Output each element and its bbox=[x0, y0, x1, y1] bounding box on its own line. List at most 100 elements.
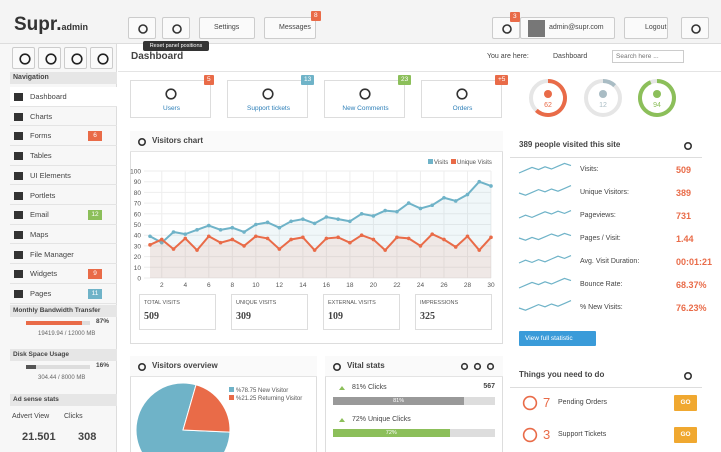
todo-label: Support Tickets bbox=[558, 431, 607, 438]
nav-item[interactable]: Portlets bbox=[10, 186, 117, 205]
settings-button[interactable]: Settings bbox=[199, 17, 255, 39]
shortcut-button[interactable] bbox=[12, 47, 35, 69]
stat-row-value: 731 bbox=[676, 211, 692, 221]
icon-shape bbox=[683, 371, 693, 381]
data-point bbox=[277, 247, 282, 251]
series-area bbox=[150, 234, 491, 278]
y-tick-label: 20 bbox=[134, 254, 142, 261]
brand: Supr.admin bbox=[14, 14, 114, 35]
gauge-arc bbox=[638, 79, 676, 117]
nav-icon bbox=[14, 270, 23, 279]
x-tick-label: 8 bbox=[230, 282, 234, 289]
data-point bbox=[359, 233, 364, 237]
stat-box bbox=[231, 294, 308, 330]
stat-row-label: Bounce Rate: bbox=[580, 281, 623, 288]
stat-tile[interactable]: New Comments bbox=[324, 80, 405, 118]
tile-label: Support tickets bbox=[247, 105, 290, 112]
sparkline-line bbox=[518, 210, 572, 219]
nav-item[interactable]: Widgets 9 bbox=[10, 264, 117, 284]
nav-item[interactable]: Pages 11 bbox=[10, 284, 117, 304]
sidebar-toggle[interactable] bbox=[681, 17, 709, 39]
divider bbox=[510, 157, 702, 158]
icon-shape bbox=[172, 24, 182, 34]
icon-shape bbox=[691, 24, 701, 34]
data-point bbox=[277, 225, 282, 230]
go-button[interactable]: GO bbox=[674, 427, 697, 443]
icon bbox=[332, 362, 342, 371]
icon bbox=[486, 362, 494, 371]
vital-label: 81% Clicks bbox=[352, 384, 387, 391]
tooltip: Reset panel positions bbox=[143, 41, 209, 51]
tile-label: Users bbox=[163, 105, 180, 112]
user-menu[interactable]: admin@supr.com bbox=[520, 17, 615, 39]
gauge-value: 94 bbox=[653, 102, 661, 109]
nav-item[interactable]: Charts bbox=[10, 107, 117, 127]
icon bbox=[502, 24, 512, 34]
data-point bbox=[406, 236, 411, 241]
go-button[interactable]: GO bbox=[674, 395, 697, 411]
legend-swatch bbox=[451, 159, 456, 164]
gauge-arc bbox=[534, 79, 567, 117]
nav-item[interactable]: Email 12 bbox=[10, 205, 117, 225]
data-point bbox=[418, 206, 423, 211]
data-point bbox=[265, 220, 270, 225]
progress-track bbox=[26, 365, 90, 369]
progress-label: 16% bbox=[96, 362, 110, 369]
panel-header bbox=[130, 356, 317, 377]
gauge-icon bbox=[653, 90, 661, 98]
nav-badge: 11 bbox=[88, 289, 102, 299]
data-point bbox=[242, 230, 246, 234]
shortcut-button[interactable] bbox=[38, 47, 61, 69]
y-tick-label: 100 bbox=[130, 169, 141, 176]
messages-button[interactable]: Messages bbox=[264, 17, 316, 39]
data-point bbox=[148, 243, 152, 247]
data-point bbox=[195, 228, 199, 232]
nav-item[interactable]: Dashboard bbox=[10, 87, 117, 107]
data-point bbox=[218, 228, 223, 232]
sparkline bbox=[518, 300, 572, 311]
x-tick-label: 22 bbox=[393, 282, 401, 289]
legend-label: Visits bbox=[434, 160, 448, 166]
legend-label: %78.75 New Visitor bbox=[236, 388, 288, 394]
stat-tile[interactable]: Orders bbox=[421, 80, 502, 118]
vital-bar-label: 72% bbox=[385, 430, 397, 436]
series-line bbox=[149, 232, 492, 252]
progress-label: 87% bbox=[96, 318, 110, 325]
legend-swatch bbox=[229, 395, 234, 400]
shortcut-button[interactable] bbox=[90, 47, 113, 69]
data-point bbox=[183, 236, 188, 241]
sparkline bbox=[518, 277, 572, 289]
nav-item[interactable]: File Manager bbox=[10, 245, 117, 265]
stat-row-value: 68.37% bbox=[676, 280, 707, 290]
stat-value: 109 bbox=[328, 311, 343, 322]
data-point bbox=[148, 234, 152, 239]
stat-tile[interactable]: Users bbox=[130, 80, 211, 118]
data-point bbox=[171, 247, 176, 251]
shortcut-button[interactable] bbox=[64, 47, 87, 69]
data-point bbox=[159, 237, 164, 242]
data-point bbox=[301, 217, 305, 221]
icon bbox=[522, 395, 538, 411]
x-tick-label: 24 bbox=[417, 282, 425, 289]
globe-button[interactable] bbox=[492, 17, 520, 39]
search-input[interactable] bbox=[612, 50, 684, 63]
menu-toggle[interactable] bbox=[128, 17, 156, 39]
nav-item[interactable]: UI Elements bbox=[10, 166, 117, 186]
data-point bbox=[242, 244, 246, 248]
reset-button[interactable] bbox=[162, 17, 190, 39]
page-header bbox=[118, 44, 721, 72]
nav-item[interactable]: Maps bbox=[10, 225, 117, 245]
nav-item[interactable]: Tables bbox=[10, 146, 117, 166]
stat-tile[interactable]: Support tickets bbox=[227, 80, 308, 118]
data-point bbox=[301, 235, 305, 240]
sparkline-line bbox=[518, 255, 572, 264]
icon-shape bbox=[486, 362, 494, 371]
primary-button[interactable]: View full statistic bbox=[519, 331, 596, 346]
icon-shape bbox=[18, 53, 31, 65]
nav-item[interactable]: Forms 6 bbox=[10, 126, 117, 146]
logout-button[interactable]: Logout bbox=[624, 17, 668, 39]
badge: 5 bbox=[204, 75, 214, 85]
gauge: 12 bbox=[583, 79, 622, 117]
tile-label: New Comments bbox=[342, 105, 389, 112]
legend-swatch bbox=[428, 159, 433, 164]
